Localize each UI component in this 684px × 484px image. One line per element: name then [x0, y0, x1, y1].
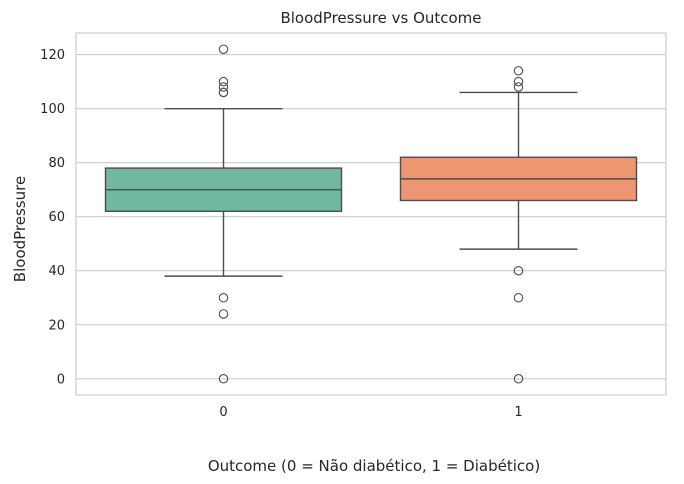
y-tick-label-60: 60: [48, 210, 65, 225]
outlier-1-1: [513, 292, 524, 303]
outlier-0-0: [218, 374, 229, 384]
y-tick-label-0: 0: [57, 372, 65, 387]
x-axis-label: Outcome (0 = Não diabético, 1 = Diabétic…: [208, 457, 540, 475]
y-tick-label-100: 100: [40, 102, 65, 117]
y-tick-label-40: 40: [48, 264, 65, 279]
y-tick-label-80: 80: [48, 156, 65, 171]
y-tick-label-120: 120: [40, 48, 65, 63]
y-tick-label-20: 20: [48, 318, 65, 333]
y-axis-label: BloodPressure: [11, 176, 29, 282]
outlier-1-3: [513, 82, 524, 92]
plot-frame: [75, 32, 667, 396]
outlier-0-6: [218, 76, 229, 87]
outlier-0-1: [218, 309, 229, 319]
y-axis-ticks: 0 20 40 60 80 100 120: [40, 48, 65, 387]
outlier-0-7: [218, 44, 229, 54]
grid-layer: [76, 54, 666, 380]
outlier-0-5: [218, 82, 229, 92]
outlier-1-4: [513, 76, 524, 87]
outlier-0-2: [218, 292, 229, 303]
outlier-1-2: [513, 265, 524, 276]
x-tick-label-1: 1: [514, 405, 522, 420]
box-group-0: [104, 44, 343, 384]
x-tick-label-0: 0: [219, 405, 227, 420]
outlier-1-5: [513, 66, 524, 76]
chart-title: BloodPressure vs Outcome: [280, 9, 481, 27]
outlier-1-0: [513, 374, 524, 384]
boxes-layer: [104, 44, 638, 384]
outlier-0-4: [218, 87, 229, 98]
box-group-1: [399, 66, 638, 384]
